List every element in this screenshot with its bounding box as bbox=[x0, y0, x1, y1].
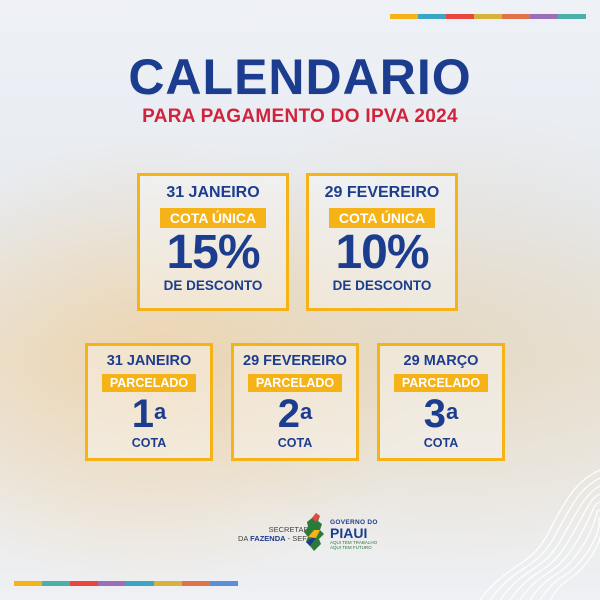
installment-number: 3a bbox=[380, 394, 502, 434]
state-name: PIAUI bbox=[330, 525, 368, 541]
decorative-waves bbox=[479, 469, 600, 600]
installment-number: 2a bbox=[234, 394, 356, 434]
stripe-segment bbox=[126, 581, 154, 586]
card-label: PARCELADO bbox=[101, 374, 197, 392]
installment-desc: COTA bbox=[131, 436, 167, 450]
ordinal-suffix: a bbox=[300, 399, 313, 424]
discount-desc: DE DESCONTO bbox=[332, 278, 432, 293]
ordinal-number: 1 bbox=[131, 392, 154, 436]
secretaria-line2: DA FAZENDA - SEFAZ bbox=[238, 534, 316, 543]
ordinal-suffix: a bbox=[446, 399, 459, 424]
stripe-segment bbox=[70, 581, 98, 586]
card-date: 29 MARÇO bbox=[403, 353, 479, 369]
gov-piaui-logo: GOVERNO DO PIAUI AQUI TEM TRABALHO AQUI … bbox=[330, 519, 378, 550]
card-label: PARCELADO bbox=[393, 374, 489, 392]
stripe-segment bbox=[418, 14, 446, 19]
stripe-segment bbox=[530, 14, 558, 19]
card-date: 31 JANEIRO bbox=[166, 184, 260, 201]
card-date: 29 FEVEREIRO bbox=[243, 353, 347, 369]
top-color-stripe bbox=[390, 14, 586, 19]
installment-desc: COTA bbox=[423, 436, 459, 450]
stripe-segment bbox=[474, 14, 502, 19]
card-single-quota-february: 29 FEVEREIRO COTA ÚNICA 10% DE DESCONTO bbox=[306, 173, 458, 311]
card-label: COTA ÚNICA bbox=[328, 208, 436, 228]
card-installment-3: 29 MARÇO PARCELADO 3a COTA bbox=[377, 343, 505, 461]
stripe-segment bbox=[98, 581, 126, 586]
discount-desc: DE DESCONTO bbox=[163, 278, 263, 293]
stripe-segment bbox=[154, 581, 182, 586]
stripe-segment bbox=[42, 581, 70, 586]
stripe-segment bbox=[446, 14, 474, 19]
page-subtitle: PARA PAGAMENTO DO IPVA 2024 bbox=[142, 106, 458, 127]
ordinal-number: 2 bbox=[277, 392, 300, 436]
ordinal-suffix: a bbox=[154, 399, 167, 424]
secretaria-prefix: DA bbox=[238, 534, 249, 543]
stripe-segment bbox=[502, 14, 530, 19]
secretaria-line1: SECRETARIA bbox=[268, 525, 316, 534]
card-installment-1: 31 JANEIRO PARCELADO 1a COTA bbox=[85, 343, 213, 461]
ordinal-number: 3 bbox=[423, 392, 446, 436]
card-label: COTA ÚNICA bbox=[159, 208, 267, 228]
installment-number: 1a bbox=[88, 394, 210, 434]
installment-desc: COTA bbox=[277, 436, 313, 450]
tagline2: AQUI TEM FUTURO bbox=[330, 545, 372, 550]
page-title: CALENDARIO bbox=[128, 49, 472, 105]
card-date: 29 FEVEREIRO bbox=[324, 184, 440, 201]
piaui-map-icon bbox=[304, 513, 324, 551]
stripe-segment bbox=[182, 581, 210, 586]
card-single-quota-january: 31 JANEIRO COTA ÚNICA 15% DE DESCONTO bbox=[137, 173, 289, 311]
stripe-segment bbox=[558, 14, 586, 19]
discount-value: 15% bbox=[166, 226, 260, 279]
secretaria-suffix: - SEFAZ bbox=[287, 534, 316, 543]
stripe-segment bbox=[390, 14, 418, 19]
stripe-segment bbox=[14, 581, 42, 586]
gov-line: GOVERNO DO bbox=[330, 519, 378, 526]
sefaz-logo-text: SECRETARIA DA FAZENDA - SEFAZ bbox=[238, 525, 316, 543]
bottom-color-stripe bbox=[14, 581, 238, 586]
secretaria-bold: FAZENDA bbox=[250, 534, 286, 543]
discount-value: 10% bbox=[335, 226, 429, 279]
card-label: PARCELADO bbox=[247, 374, 343, 392]
card-date: 31 JANEIRO bbox=[106, 353, 192, 369]
tagline1: AQUI TEM TRABALHO bbox=[330, 540, 378, 545]
stripe-segment bbox=[210, 581, 238, 586]
card-installment-2: 29 FEVEREIRO PARCELADO 2a COTA bbox=[231, 343, 359, 461]
